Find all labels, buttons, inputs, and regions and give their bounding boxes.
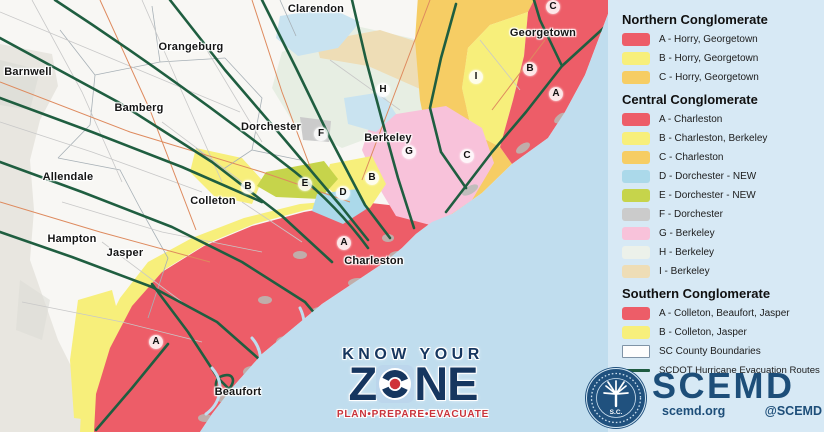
zone-swatch — [622, 71, 650, 84]
legend-item: A - Colleton, Beaufort, Jasper — [622, 304, 814, 323]
county-label-beaufort: Beaufort — [214, 386, 262, 398]
scemd-logo: S.C. SCEMD scemd.org @SCEMD — [584, 366, 824, 430]
legend-item-county-boundaries: SC County Boundaries — [622, 342, 814, 361]
evacuation-zone-map — [0, 0, 608, 432]
zone-a-north-area — [500, 0, 608, 164]
zone-marker: G — [402, 145, 416, 159]
zone-swatch — [622, 151, 650, 164]
zone-marker: C — [546, 0, 560, 14]
scemd-website: scemd.org — [662, 404, 726, 418]
zone-swatch — [622, 265, 650, 278]
zone-e-area — [257, 161, 338, 199]
county-label-jasper: Jasper — [106, 247, 144, 259]
county-label-georgetown: Georgetown — [509, 27, 577, 39]
zone-swatch — [622, 113, 650, 126]
zone-g-area — [362, 106, 494, 226]
kyz-line1: KNOW YOUR — [342, 346, 484, 363]
local-roads — [0, 0, 521, 343]
county-boundary-swatch — [622, 345, 650, 358]
legend-item: A - Horry, Georgetown — [622, 30, 814, 49]
legend-item: A - Charleston — [622, 110, 814, 129]
legend-item: C - Horry, Georgetown — [622, 68, 814, 87]
zone-a-south-area — [94, 202, 432, 432]
county-label-barnwell: Barnwell — [4, 66, 52, 78]
legend-section-title-southern: Southern Conglomerate — [622, 286, 771, 301]
zone-marker: A — [549, 87, 563, 101]
seal-text: S.C. — [610, 409, 623, 416]
zone-marker: E — [298, 177, 312, 191]
kyz-tagline: PLAN•PREPARE•EVACUATE — [336, 409, 490, 420]
county-label-hampton: Hampton — [47, 233, 97, 245]
evacuation-routes — [0, 0, 608, 432]
legend-item: H - Berkeley — [622, 243, 814, 262]
scemd-social-handle: @SCEMD — [764, 404, 822, 418]
zone-swatch — [622, 132, 650, 145]
legend-item: F - Dorchester — [622, 205, 814, 224]
county-label-orangeburg: Orangeburg — [158, 41, 224, 53]
palmetto-seal-icon: S.C. — [585, 367, 647, 429]
zone-marker: H — [376, 83, 390, 97]
zone-swatch — [622, 52, 650, 65]
atlantic-ocean — [200, 14, 608, 432]
legend-item: B - Charleston, Berkeley — [622, 129, 814, 148]
zone-swatch — [622, 170, 650, 183]
zone-marker: F — [314, 127, 328, 141]
kyz-zone-word: Z NE — [348, 357, 478, 410]
legend-item: G - Berkeley — [622, 224, 814, 243]
legend-item: D - Dorchester - NEW — [622, 167, 814, 186]
scemd-wordmark: SCEMD — [652, 365, 795, 406]
legend-section-title-northern: Northern Conglomerate — [622, 12, 768, 27]
zone-swatch — [622, 189, 650, 202]
zone-swatch — [622, 208, 650, 221]
zone-marker: B — [241, 180, 255, 194]
zone-b-jasper-patch — [70, 290, 122, 420]
zone-marker: B — [523, 62, 537, 76]
legend-item: B - Colleton, Jasper — [622, 323, 814, 342]
county-boundaries — [57, 0, 301, 319]
zone-swatch — [622, 227, 650, 240]
county-label-allendale: Allendale — [42, 171, 94, 183]
legend-section-title-central: Central Conglomerate — [622, 92, 758, 107]
county-label-berkeley: Berkeley — [364, 132, 412, 144]
zone-b-north-area — [462, 12, 528, 147]
county-label-charleston: Charleston — [344, 255, 404, 267]
county-label-clarendon: Clarendon — [287, 3, 345, 15]
county-label-colleton: Colleton — [190, 195, 236, 207]
zone-swatch — [622, 246, 650, 259]
zone-marker: A — [337, 236, 351, 250]
legend-item: E - Dorchester - NEW — [622, 186, 814, 205]
zone-swatch — [622, 33, 650, 46]
zone-marker: I — [469, 70, 483, 84]
zone-marker: D — [336, 186, 350, 200]
zone-marker: B — [365, 171, 379, 185]
zone-marker: C — [460, 149, 474, 163]
tidal-creeks — [204, 306, 306, 416]
evacuation-route-swatch — [622, 369, 650, 372]
legend-item: B - Horry, Georgetown — [622, 49, 814, 68]
legend-panel: Northern Conglomerate A - Horry, Georget… — [608, 0, 824, 432]
zone-swatch — [622, 307, 650, 320]
legend-item: I - Berkeley — [622, 262, 814, 281]
legend-item-evacuation-routes: SCDOT Hurricane Evacuation Routes — [622, 361, 820, 380]
know-your-zone-logo: KNOW YOUR Z NE PLAN•PREPARE•EVACUATE — [322, 346, 504, 420]
county-label-bamberg: Bamberg — [114, 102, 164, 114]
zone-swatch — [622, 326, 650, 339]
county-label-dorchester: Dorchester — [240, 121, 302, 133]
hurricane-icon — [376, 365, 415, 403]
out-of-state-area — [0, 44, 114, 432]
zone-marker: A — [149, 335, 163, 349]
legend-item: C - Charleston — [622, 148, 814, 167]
